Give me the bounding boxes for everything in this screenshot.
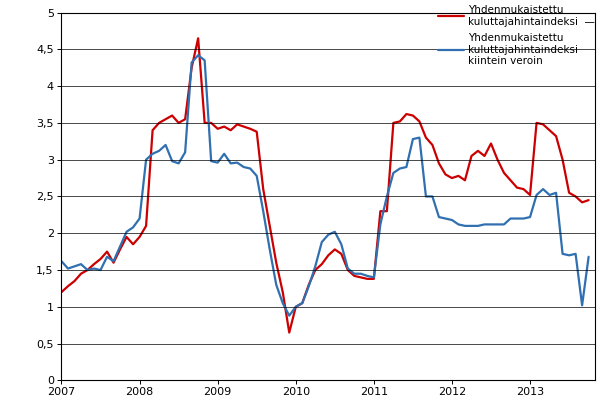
Legend: Yhdenmukaistettu
kuluttajahintaindeksi  —, Yhdenmukaistettu
kuluttajahintaindeks: Yhdenmukaistettu kuluttajahintaindeksi —… bbox=[438, 5, 595, 66]
